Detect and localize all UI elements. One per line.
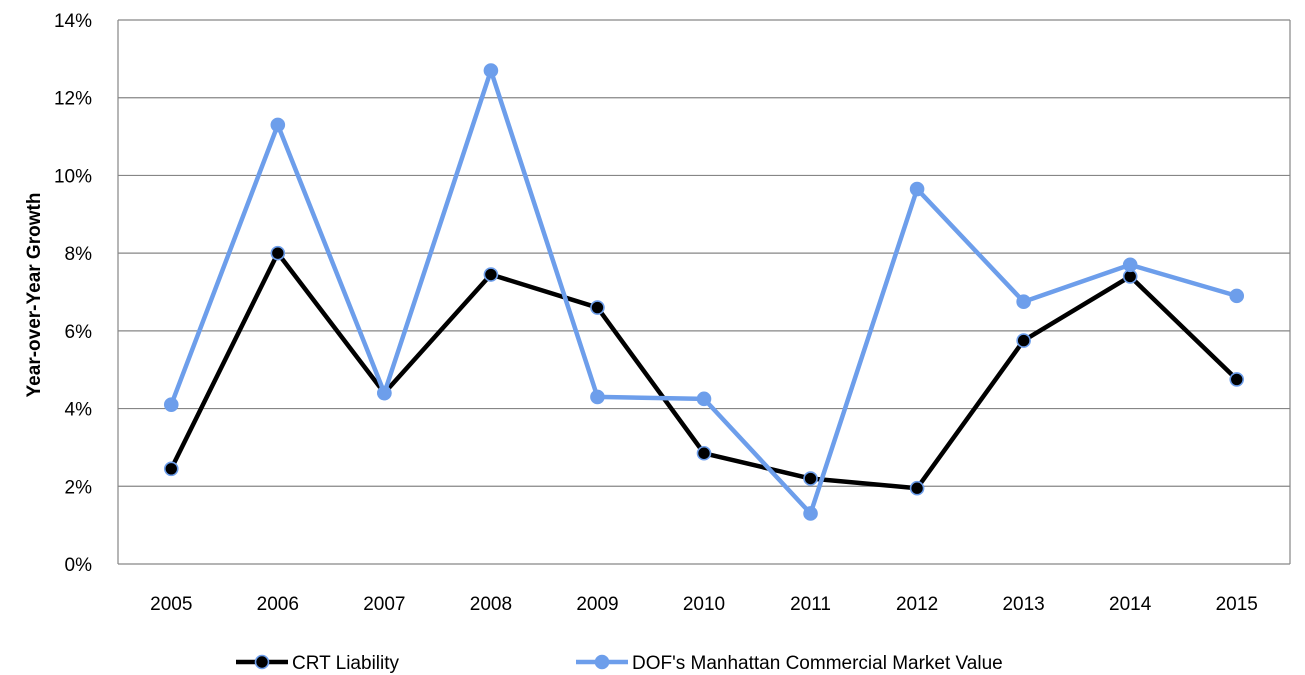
- legend-item: DOF's Manhattan Commercial Market Value: [576, 653, 1003, 674]
- legend-item: CRT Liability: [236, 653, 400, 674]
- x-tick-label: 2012: [896, 594, 938, 615]
- data-point: [803, 471, 818, 486]
- data-point: [163, 397, 179, 412]
- data-point: [909, 181, 925, 197]
- series-2: [163, 63, 1245, 521]
- series-1: [163, 245, 1245, 496]
- data-point: [909, 480, 925, 496]
- data-point: [696, 391, 712, 407]
- data-point: [590, 389, 605, 405]
- data-point: [163, 461, 179, 477]
- x-tick-label: 2007: [363, 594, 405, 615]
- data-point: [1122, 257, 1138, 273]
- data-point: [803, 506, 818, 521]
- data-point: [1016, 333, 1031, 348]
- data-point: [270, 117, 286, 133]
- y-tick-label: 0%: [65, 555, 93, 576]
- legend-label: CRT Liability: [292, 653, 400, 674]
- legend: CRT Liability DOF's Manhattan Commercial …: [236, 653, 1003, 674]
- data-point: [1016, 294, 1031, 310]
- x-tick-label: 2008: [470, 594, 512, 615]
- data-point: [696, 445, 712, 461]
- y-tick-label: 12%: [54, 89, 92, 110]
- y-tick-label: 14%: [54, 11, 92, 32]
- data-point: [590, 300, 605, 315]
- legend-marker-swatch: [594, 654, 610, 670]
- gridlines: [117, 19, 1291, 565]
- data-point: [483, 63, 499, 78]
- legend-label: DOF's Manhattan Commercial Market Value: [632, 653, 1003, 674]
- x-tick-label: 2006: [257, 594, 299, 615]
- x-tick-label: 2011: [790, 594, 831, 615]
- x-axis-tick-labels: 2005 2006 2007 2008 2009 2010 2011 2012 2013 2014…: [150, 594, 1258, 615]
- x-tick-label: 2009: [576, 594, 618, 615]
- series-layer: [163, 63, 1245, 521]
- y-axis-tick-labels: 0% 2% 4% 6% 8% 10% 12% 14%: [54, 11, 92, 576]
- y-tick-label: 4%: [65, 400, 93, 421]
- x-tick-label: 2010: [683, 594, 725, 615]
- data-point: [270, 245, 286, 261]
- x-tick-label: 2015: [1216, 594, 1258, 615]
- data-point: [483, 267, 499, 282]
- data-point: [377, 385, 392, 401]
- data-point: [1229, 372, 1245, 387]
- x-tick-label: 2014: [1109, 594, 1152, 615]
- y-tick-label: 2%: [65, 477, 93, 498]
- x-tick-label: 2013: [1002, 594, 1044, 615]
- y-tick-label: 10%: [54, 166, 92, 187]
- y-tick-label: 6%: [65, 322, 93, 343]
- y-axis-title: Year-over-Year Growth: [24, 193, 45, 398]
- y-tick-label: 8%: [65, 244, 93, 265]
- legend-marker-swatch: [254, 654, 270, 670]
- data-point: [1229, 288, 1245, 304]
- x-tick-label: 2005: [150, 594, 192, 615]
